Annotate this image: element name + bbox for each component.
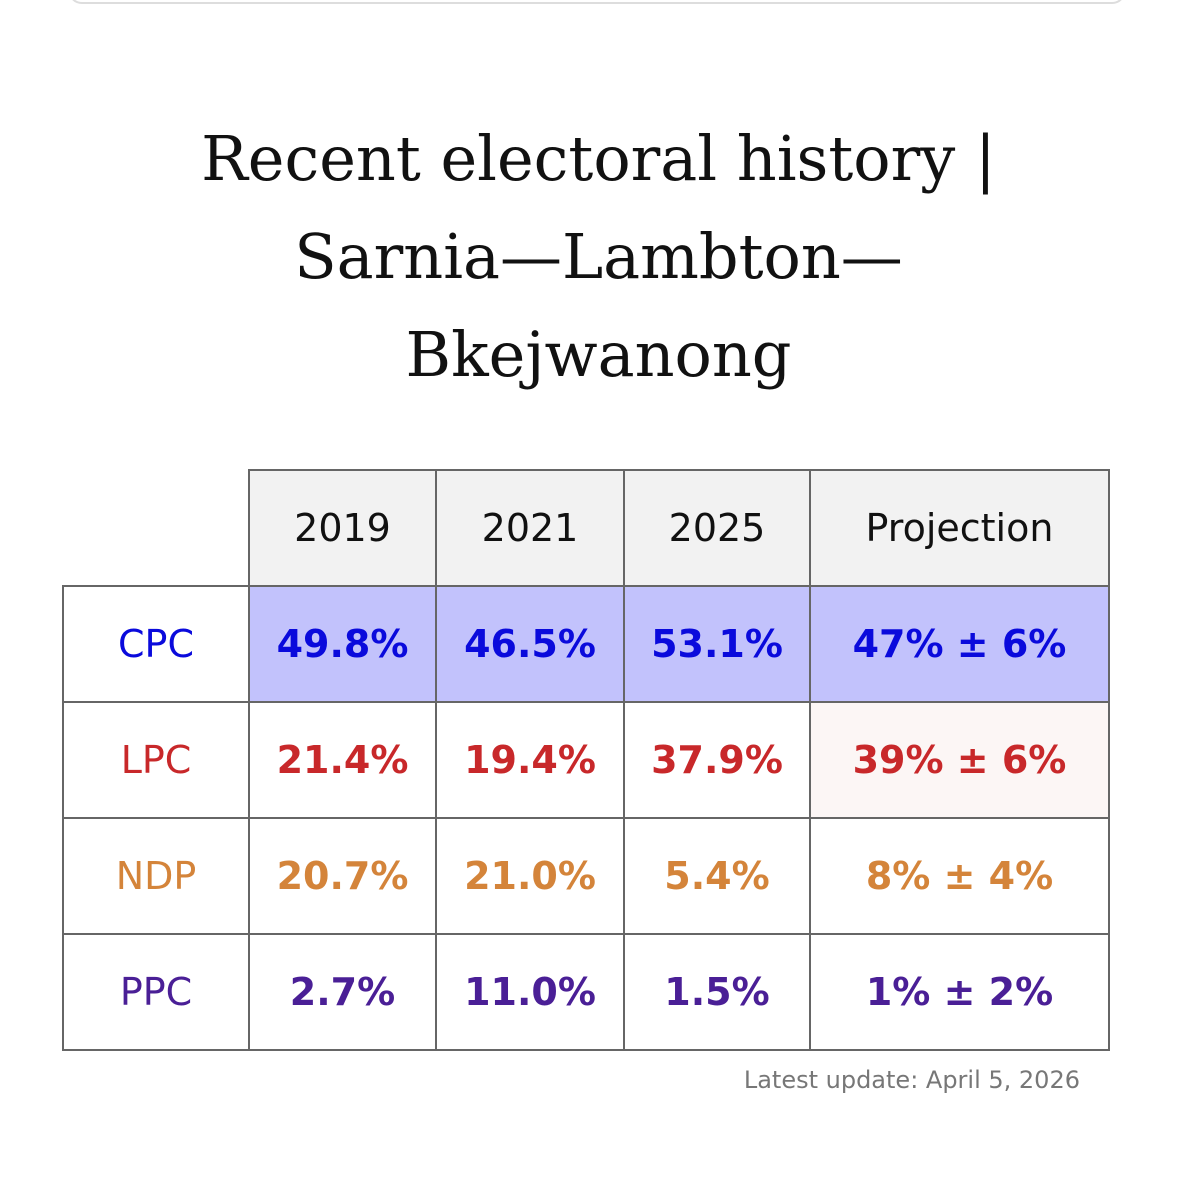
- party-row: LPC 21.4% 19.4% 37.9% 39% ± 6%: [62, 701, 1110, 819]
- title-line: Bkejwanong: [405, 318, 792, 391]
- vote-share-cell: 11.0%: [435, 933, 625, 1051]
- column-header: 2019: [248, 469, 437, 587]
- vote-share-cell: 53.1%: [623, 585, 811, 703]
- title-line: Sarnia—Lambton—: [294, 220, 903, 293]
- title-line: Recent electoral history |: [201, 122, 996, 195]
- column-header: 2021: [435, 469, 625, 587]
- column-header: Projection: [809, 469, 1110, 587]
- vote-share-cell: 2.7%: [248, 933, 437, 1051]
- vote-share-cell: 21.4%: [248, 701, 437, 819]
- column-header: 2025: [623, 469, 811, 587]
- vote-share-cell: 37.9%: [623, 701, 811, 819]
- party-label: CPC: [62, 585, 250, 703]
- vote-share-cell: 19.4%: [435, 701, 625, 819]
- vote-share-cell: 21.0%: [435, 817, 625, 935]
- top-card-edge: [68, 0, 1126, 4]
- vote-share-cell: 5.4%: [623, 817, 811, 935]
- title: Recent electoral history | Sarnia—Lambto…: [0, 110, 1197, 404]
- vote-share-cell: 1.5%: [623, 933, 811, 1051]
- vote-share-cell: 8% ± 4%: [809, 817, 1110, 935]
- party-label: LPC: [62, 701, 250, 819]
- party-label: NDP: [62, 817, 250, 935]
- party-row: CPC 49.8% 46.5% 53.1% 47% ± 6%: [62, 585, 1110, 703]
- vote-share-cell: 20.7%: [248, 817, 437, 935]
- header-row: 2019 2021 2025 Projection: [63, 469, 1110, 587]
- results-table: 2019 2021 2025 Projection CPC 49.8% 46.5% 53.1%…: [62, 469, 1110, 1051]
- vote-share-cell: 46.5%: [435, 585, 625, 703]
- footer: Latest update: April 5, 2026: [743, 1066, 1080, 1094]
- party-row: PPC 2.7% 11.0% 1.5% 1% ± 2%: [62, 933, 1110, 1051]
- party-row: NDP 20.7% 21.0% 5.4% 8% ± 4%: [62, 817, 1110, 935]
- blank-cell: [63, 470, 250, 587]
- vote-share-cell: 1% ± 2%: [809, 933, 1110, 1051]
- vote-share-cell: 39% ± 6%: [809, 701, 1110, 819]
- vote-share-cell: 47% ± 6%: [809, 585, 1110, 703]
- party-label: PPC: [62, 933, 250, 1051]
- vote-share-cell: 49.8%: [248, 585, 437, 703]
